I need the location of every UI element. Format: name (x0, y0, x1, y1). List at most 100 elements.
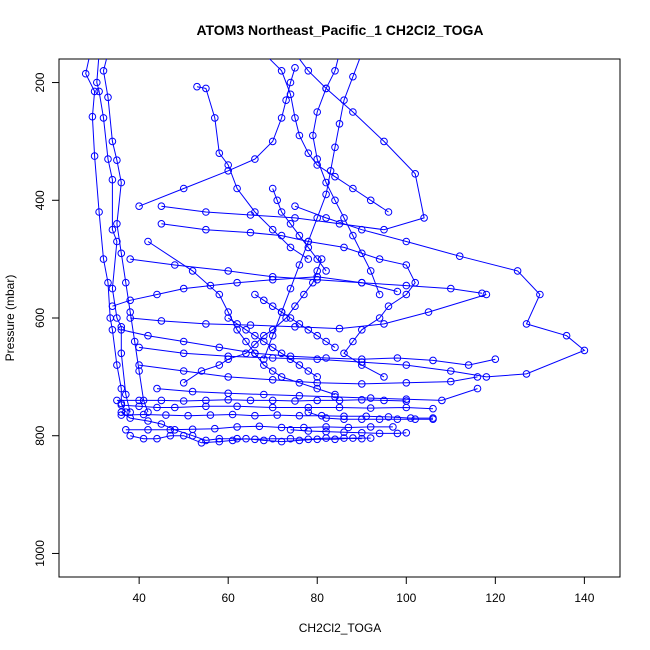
series-8 (122, 422, 397, 434)
data-point (349, 337, 357, 346)
data-point (420, 214, 428, 222)
series-line (112, 276, 398, 307)
data-point (117, 178, 126, 187)
data-point (366, 404, 375, 412)
y-axis: 200 400 600 800 1000 (33, 72, 60, 567)
data-point (188, 267, 197, 275)
data-point (513, 267, 522, 275)
series-14 (157, 59, 428, 234)
data-point (260, 331, 268, 340)
x-tick-label: 60 (222, 591, 236, 605)
data-point (359, 50, 366, 57)
data-point (228, 410, 237, 419)
series-line (125, 425, 393, 431)
data-point (233, 320, 241, 328)
data-point (93, 78, 101, 87)
data-point (358, 429, 366, 437)
series-29 (268, 184, 330, 275)
data-point (384, 302, 393, 311)
series-line (139, 205, 586, 378)
data-point (340, 243, 348, 252)
data-point (402, 237, 411, 246)
data-point (358, 278, 366, 287)
data-point (113, 156, 121, 164)
data-point (246, 228, 255, 237)
data-point (113, 314, 121, 322)
data-point (157, 220, 166, 228)
data-point (478, 289, 486, 298)
data-point (268, 331, 277, 340)
data-point (313, 396, 322, 405)
data-point (322, 267, 330, 275)
data-point (349, 434, 357, 442)
data-point (179, 397, 188, 405)
data-point (139, 434, 148, 443)
data-point (491, 355, 500, 364)
data-point (358, 361, 366, 369)
data-point (580, 346, 589, 355)
series-1 (81, 59, 130, 417)
data-point (122, 426, 130, 434)
data-point (193, 82, 201, 91)
data-point (322, 337, 330, 346)
data-point (304, 255, 313, 263)
y-tick-label: 1000 (33, 540, 47, 567)
data-point (406, 414, 415, 422)
data-point (402, 379, 411, 387)
y-tick-label: 400 (33, 190, 47, 210)
data-point (202, 208, 210, 216)
data-point (313, 331, 322, 340)
data-point (313, 214, 322, 222)
data-point (429, 356, 437, 365)
data-point (331, 143, 339, 152)
data-point (322, 178, 330, 187)
data-point (135, 396, 143, 405)
data-point (277, 437, 286, 446)
series-22 (108, 273, 402, 311)
data-point (366, 423, 375, 431)
data-point (251, 331, 259, 340)
data-point (144, 408, 152, 417)
data-point (562, 331, 571, 340)
data-point (340, 428, 348, 437)
data-point (366, 394, 375, 402)
data-point (90, 152, 99, 160)
data-point (202, 84, 210, 93)
data-point (233, 326, 241, 334)
data-point (304, 237, 313, 246)
data-point (309, 131, 317, 140)
data-point (197, 439, 206, 447)
data-point (277, 308, 286, 316)
data-point (473, 384, 482, 393)
data-point (113, 237, 121, 246)
data-point (211, 424, 219, 433)
data-point (331, 67, 339, 75)
data-point (179, 337, 188, 346)
series-3 (99, 59, 152, 417)
data-point (402, 290, 411, 299)
data-point (117, 349, 126, 358)
data-point (81, 69, 90, 78)
data-point (117, 401, 126, 409)
data-point (126, 408, 134, 417)
data-point (277, 208, 286, 216)
data-point (304, 403, 313, 412)
series-line (102, 59, 149, 413)
data-point (268, 376, 277, 384)
series-19 (157, 220, 420, 381)
data-point (153, 384, 161, 393)
data-point (295, 379, 304, 387)
data-point (358, 326, 366, 334)
data-point (126, 308, 134, 316)
x-tick-label: 40 (132, 591, 146, 605)
data-point (273, 196, 282, 205)
data-point (322, 214, 330, 222)
data-point (202, 396, 210, 405)
data-layer (81, 50, 589, 447)
data-point (242, 326, 250, 334)
data-point (366, 267, 375, 275)
plot-frame (58, 58, 621, 578)
data-point (455, 252, 464, 261)
